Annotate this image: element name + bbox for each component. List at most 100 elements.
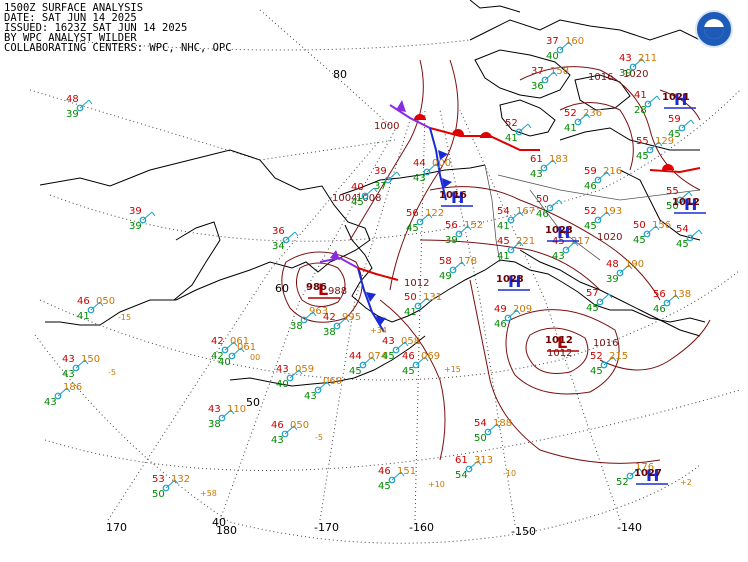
wind-barb (165, 479, 176, 489)
pressure-tendency: +15 (444, 365, 461, 374)
station-temperature: 43 (208, 404, 221, 415)
station-circle (361, 192, 369, 200)
station-circle (676, 196, 684, 204)
station-pressure: 132 (171, 474, 190, 485)
station-temperature: 58 (439, 256, 452, 267)
station-temperature: 48 (66, 94, 79, 105)
wind-barb-feather (574, 241, 579, 247)
isobar-12 (379, 299, 446, 461)
wind-barb-feather (428, 213, 433, 219)
aleutian-chain (229, 335, 426, 387)
wind-barb-feather (655, 225, 660, 231)
station-dewpoint: 43 (44, 397, 57, 408)
station-dewpoint: 43 (304, 391, 317, 402)
wind-barb (666, 294, 677, 304)
wind-barb-feather (298, 369, 303, 375)
wind-barb (629, 467, 640, 477)
alaska-west-coast (344, 224, 706, 323)
isobar-label: 988 (328, 286, 347, 297)
wind-barb (565, 241, 576, 251)
station-dewpoint: 37 (374, 181, 387, 192)
station-temperature: 52 (505, 118, 518, 129)
station-pressure: 963 (309, 306, 328, 317)
wind-barb (452, 261, 463, 271)
station-circle (626, 472, 634, 480)
station-temperature: 53 (152, 474, 165, 485)
station-pressure: 209 (513, 304, 532, 315)
wind-barb-feather (656, 95, 661, 101)
station-dewpoint: 45 (349, 366, 362, 377)
station-pressure: 061 (237, 342, 256, 353)
station-temperature: 55 (636, 136, 649, 147)
station-pressure: 151 (397, 466, 416, 477)
station-temperature: 56 (445, 220, 458, 231)
wind-barb-feather (293, 425, 298, 431)
wind-barb-feather (658, 141, 663, 147)
high-pressure-center: H (646, 466, 659, 485)
wind-barb (597, 171, 608, 181)
station-circle (574, 118, 582, 126)
isobar-11 (659, 89, 701, 121)
station-circle (686, 234, 694, 242)
canada-islands-1 (474, 49, 571, 99)
isobar-label: 1016 (588, 72, 613, 83)
wind-barb-feather (586, 113, 591, 119)
station-circle (644, 100, 652, 108)
wind-barb-feather (516, 309, 521, 315)
wind-barb-feather (435, 163, 440, 169)
station-circle (281, 430, 289, 438)
wind-barb (317, 381, 328, 391)
high-pressure-center: H (508, 272, 521, 291)
wind-barb-feather (396, 171, 401, 177)
station-temperature: 37 (531, 66, 544, 77)
station-dewpoint: 38 (290, 321, 303, 332)
grid-label: 80 (333, 68, 347, 81)
alaska-north-coast (339, 164, 486, 196)
station-pressure: 000 (432, 158, 451, 169)
station-circle (412, 361, 420, 369)
warm-front-bump (662, 164, 674, 170)
station-dewpoint: 45 (636, 151, 649, 162)
station-temperature: 37 (546, 36, 559, 47)
occluded-front-pip (414, 114, 426, 120)
station-pressure: 995 (342, 312, 361, 323)
wind-barb-feather (519, 241, 524, 247)
station-pressure: 061 (230, 336, 249, 347)
station-circle (139, 216, 147, 224)
wind-barb (559, 41, 570, 51)
wind-barb (142, 211, 153, 221)
station-pressure: 190 (625, 259, 644, 270)
wind-barb-feather (230, 409, 235, 415)
station-dewpoint: 40 (218, 357, 231, 368)
station-circle (162, 484, 170, 492)
wind-barb-feather (675, 294, 680, 300)
wind-barb-feather (66, 387, 71, 393)
pressure-center-value: 986 (306, 282, 327, 293)
wind-barb-feather (496, 423, 501, 429)
station-pressure: 074 (368, 351, 387, 362)
isobars (281, 59, 711, 464)
station-dewpoint: 45 (378, 481, 391, 492)
station-circle (600, 361, 608, 369)
wind-barb (543, 159, 554, 169)
station-temperature: 46 (77, 296, 90, 307)
station-dewpoint: 46 (536, 209, 549, 220)
kamchatka-coast (173, 221, 221, 301)
wind-barb-feather (606, 171, 611, 177)
wind-barb (231, 347, 242, 357)
isobar-4 (281, 251, 363, 323)
wind-barb (468, 460, 479, 470)
wind-barb-feather (84, 359, 89, 365)
station-dewpoint: 54 (455, 470, 468, 481)
noaa-logo-icon (695, 10, 733, 48)
station-dewpoint: 46 (494, 319, 507, 330)
siberia-coast (39, 149, 371, 326)
wind-barb (417, 297, 428, 307)
station-circle (556, 46, 564, 54)
isobar-label: 1000 (374, 121, 399, 132)
station-dewpoint: 45 (402, 366, 415, 377)
isobar-label: 1004 (332, 193, 357, 204)
cold-front-pip (376, 316, 386, 326)
station-pressure: 167 (516, 206, 535, 217)
pressure-center-value: 1027 (634, 468, 662, 479)
